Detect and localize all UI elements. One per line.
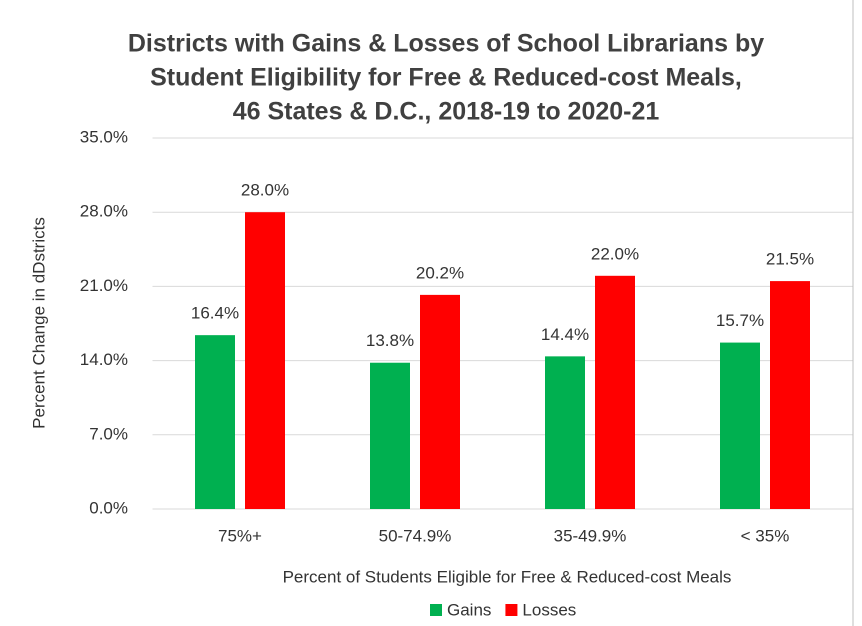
data-label: 13.8%: [366, 331, 414, 350]
bar: [545, 356, 585, 509]
y-tick-label: 7.0%: [89, 424, 128, 443]
legend-swatch: [430, 604, 442, 616]
data-label: 14.4%: [541, 325, 589, 344]
chart-title: Districts with Gains & Losses of School …: [128, 30, 764, 58]
bar: [595, 275, 635, 509]
y-axis-label: Percent Change in dDstricts: [29, 217, 48, 429]
bar: [245, 212, 285, 509]
chart-title: 46 States & D.C., 2018-19 to 2020-21: [233, 98, 660, 126]
data-label: 28.0%: [241, 181, 289, 200]
y-tick-label: 21.0%: [80, 276, 128, 295]
bar: [370, 362, 410, 509]
y-tick-label: 28.0%: [80, 202, 128, 221]
data-label: 15.7%: [716, 311, 764, 330]
bar: [420, 294, 460, 509]
bar: [720, 342, 760, 509]
legend-label: Gains: [447, 600, 491, 619]
y-tick-label: 35.0%: [80, 127, 128, 146]
data-label: 16.4%: [191, 304, 239, 323]
x-tick-label: 50-74.9%: [379, 526, 452, 545]
x-tick-label: 75%+: [218, 526, 262, 545]
y-tick-label: 0.0%: [89, 498, 128, 517]
data-label: 21.5%: [766, 250, 814, 269]
y-tick-label: 14.0%: [80, 350, 128, 369]
x-axis-label: Percent of Students Eligible for Free & …: [283, 567, 732, 586]
data-label: 20.2%: [416, 263, 464, 282]
legend-label: Losses: [522, 600, 576, 619]
data-label: 22.0%: [591, 244, 639, 263]
legend-swatch: [505, 604, 518, 616]
x-tick-label: 35-49.9%: [554, 526, 627, 545]
bar: [770, 281, 810, 509]
x-tick-label: < 35%: [741, 526, 790, 545]
bar: [195, 335, 235, 509]
chart-title: Student Eligibility for Free & Reduced-c…: [150, 64, 742, 92]
